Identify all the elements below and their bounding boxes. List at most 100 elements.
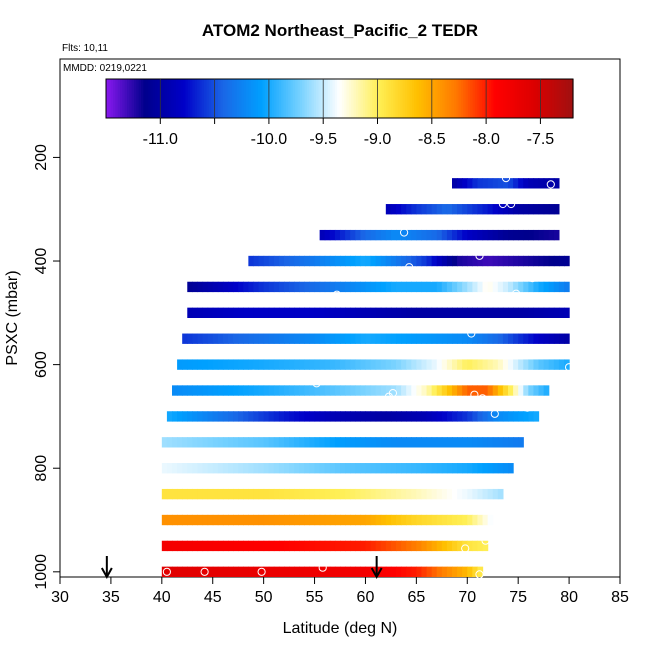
heatmap-cell: [421, 463, 428, 474]
heatmap-cell: [436, 307, 443, 318]
heatmap-cell: [528, 307, 535, 318]
heatmap-cell: [314, 281, 321, 293]
heatmap-cell: [172, 385, 178, 396]
heatmap-cell: [421, 333, 428, 344]
heatmap-cell: [355, 411, 361, 422]
heatmap-cell: [365, 359, 372, 370]
heatmap-cell: [202, 437, 209, 448]
heatmap-cell: [289, 307, 295, 318]
colorbar-segment: [512, 79, 516, 118]
heatmap-cell: [340, 463, 346, 474]
colorbar-segment: [549, 79, 553, 118]
heatmap-cell: [309, 514, 316, 526]
colorbar-segment: [211, 79, 215, 118]
heatmap-cell: [289, 488, 295, 500]
heatmap-cell: [467, 437, 473, 448]
colorbar-segment: [283, 79, 287, 118]
colorbar-segment: [500, 79, 504, 118]
heatmap-cell: [370, 281, 377, 293]
heatmap-cell: [385, 333, 392, 344]
heatmap-cell: [329, 385, 336, 396]
heatmap-cell: [258, 488, 265, 500]
heatmap-cell: [508, 229, 514, 241]
heatmap-cell: [207, 281, 214, 293]
heatmap-cell: [207, 437, 214, 448]
heatmap-cell: [396, 333, 402, 344]
heatmap-cell: [268, 385, 275, 396]
colorbar-segment: [570, 79, 574, 118]
heatmap-cell: [233, 307, 239, 318]
heatmap-cell: [482, 385, 489, 396]
heatmap-cell: [411, 281, 417, 293]
heatmap-cell: [355, 566, 361, 577]
colorbar-segment: [362, 79, 366, 118]
colorbar-segment: [439, 79, 443, 118]
colorbar-segment: [463, 79, 467, 118]
heatmap-cell: [396, 488, 402, 500]
heatmap-cell: [457, 437, 463, 448]
heatmap-cell: [396, 566, 402, 577]
heatmap-cell: [187, 307, 193, 318]
heatmap-cell: [233, 385, 239, 396]
heatmap-cell: [360, 281, 367, 293]
heatmap-cell: [528, 229, 535, 241]
heatmap-cell: [548, 178, 555, 189]
heatmap-cell: [502, 307, 509, 318]
heatmap-cell: [268, 307, 275, 318]
heatmap-cell: [258, 307, 265, 318]
heatmap-cell: [355, 540, 361, 552]
heatmap-cell: [421, 204, 428, 215]
heatmap-cell: [248, 281, 255, 293]
heatmap-cell: [431, 540, 438, 552]
heatmap-cell: [350, 566, 356, 577]
heatmap-cell: [548, 307, 555, 318]
heatmap-cell: [248, 437, 255, 448]
heatmap-cell: [334, 229, 341, 241]
heatmap-cell: [513, 411, 519, 422]
heatmap-cell: [228, 540, 234, 552]
heatmap-cell: [370, 437, 377, 448]
heatmap-cell: [452, 540, 458, 552]
heatmap-cell: [401, 359, 407, 370]
heatmap-cell: [212, 411, 219, 422]
heatmap-cell: [416, 566, 423, 577]
colorbar-segment: [127, 79, 130, 118]
heatmap-cell: [217, 514, 224, 526]
colorbar-segment: [299, 79, 303, 118]
heatmap-cell: [416, 255, 423, 267]
sample-circle: [523, 403, 532, 412]
heatmap-cell: [390, 463, 397, 474]
colorbar-tick-label: -9.5: [309, 131, 337, 148]
heatmap-cell: [177, 488, 183, 500]
heatmap-cell: [324, 385, 331, 396]
heatmap-cell: [345, 540, 351, 552]
heatmap-cell: [197, 566, 204, 577]
heatmap-cell: [309, 281, 316, 293]
heatmap-cell: [375, 359, 382, 370]
colorbar-segment: [304, 79, 308, 118]
heatmap-cell: [452, 359, 458, 370]
heatmap-cell: [187, 281, 193, 293]
heatmap-cell: [248, 463, 255, 474]
colorbar-segment: [318, 79, 322, 118]
heatmap-cell: [197, 333, 204, 344]
heatmap-cell: [411, 333, 417, 344]
heatmap-cell: [345, 411, 351, 422]
heatmap-cell: [396, 514, 402, 526]
heatmap-cell: [416, 307, 423, 318]
heatmap-cell: [197, 359, 204, 370]
colorbar-segment: [516, 79, 520, 118]
heatmap-cell: [416, 540, 423, 552]
heatmap-cell: [258, 540, 265, 552]
heatmap-cell: [564, 255, 570, 267]
heatmap-cell: [477, 514, 484, 526]
heatmap-cell: [182, 411, 188, 422]
heatmap-cell: [533, 333, 540, 344]
heatmap-cell: [228, 514, 234, 526]
heatmap-cell: [299, 411, 305, 422]
heatmap-cell: [411, 437, 417, 448]
heatmap-cell: [390, 411, 397, 422]
colorbar-segment: [152, 79, 156, 118]
heatmap-cell: [497, 281, 504, 293]
colorbar-segment: [369, 79, 373, 118]
